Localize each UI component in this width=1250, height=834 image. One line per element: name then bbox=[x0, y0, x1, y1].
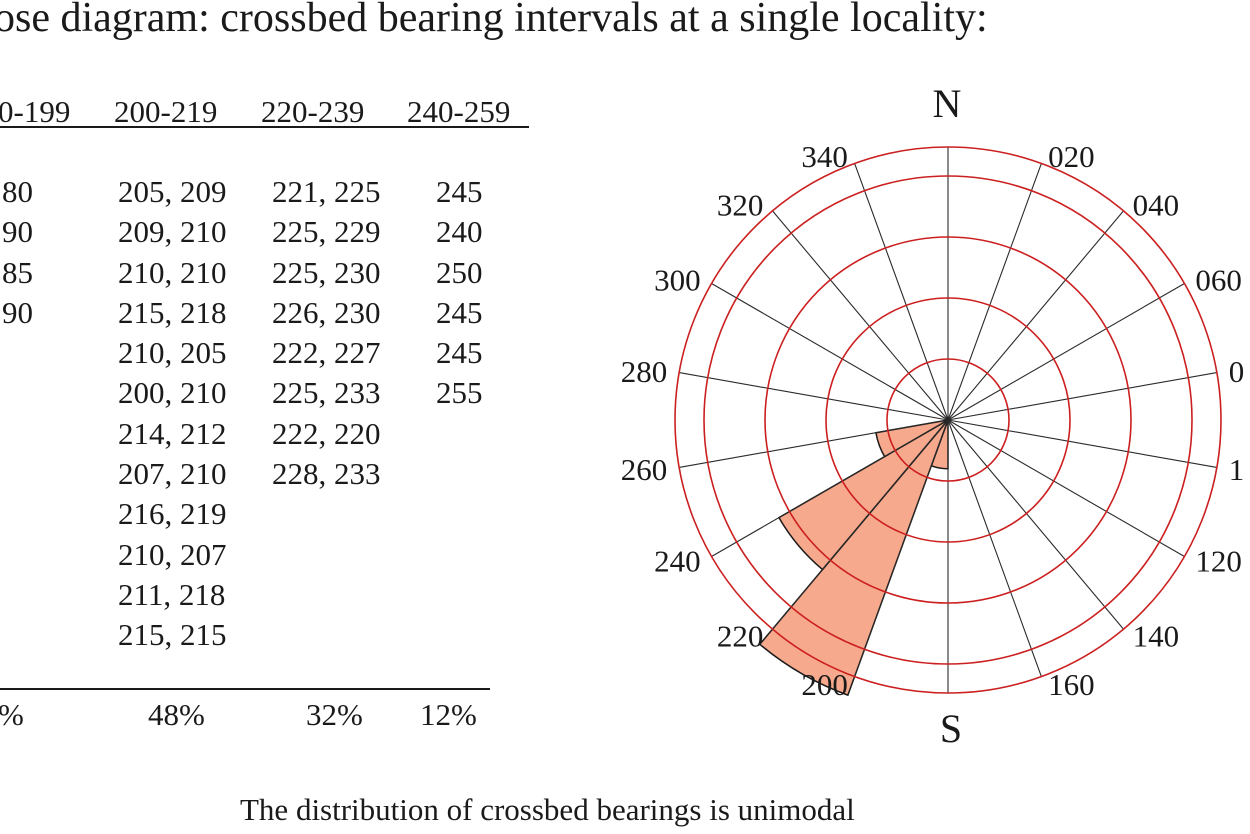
rose-spoke bbox=[947, 210, 1124, 421]
table-cell: 90 bbox=[2, 214, 33, 250]
table-cell: 240 bbox=[436, 214, 483, 250]
table-cell: 215, 218 bbox=[118, 294, 227, 330]
rose-rings bbox=[674, 146, 1222, 694]
bearing-label: 220 bbox=[717, 618, 764, 653]
table-header-220-239: 220-239 bbox=[261, 94, 365, 129]
bearing-label: 0 bbox=[1229, 354, 1245, 389]
table-cell: 226, 230 bbox=[272, 294, 381, 330]
table-cell: 225, 229 bbox=[272, 214, 381, 250]
table-cell: 255 bbox=[436, 375, 483, 411]
table-cell: 245 bbox=[436, 335, 483, 371]
rose-spoke bbox=[854, 419, 949, 677]
rose-spoke bbox=[947, 419, 1185, 557]
rose-spoke bbox=[772, 419, 949, 630]
bearing-label: 300 bbox=[654, 263, 701, 298]
table-cell: 211, 218 bbox=[118, 576, 226, 612]
rose-petal bbox=[758, 419, 949, 697]
header-rule bbox=[0, 126, 529, 128]
table-cell: 205, 209 bbox=[118, 174, 227, 209]
table-cell: 245 bbox=[436, 294, 483, 330]
south-label: S bbox=[940, 706, 962, 751]
table-cell: 222, 227 bbox=[272, 335, 381, 371]
table-cell: 221, 225 bbox=[272, 174, 381, 209]
table-cell: 216, 219 bbox=[118, 496, 227, 532]
rose-spoke bbox=[947, 163, 1042, 421]
bearing-label: 160 bbox=[1048, 667, 1095, 702]
bearing-label: 260 bbox=[621, 452, 668, 487]
footer-rule bbox=[0, 688, 490, 690]
bearing-label: 280 bbox=[621, 354, 668, 389]
column-240-259: 245 240 250 245 245 255 bbox=[436, 172, 483, 414]
rose-ring bbox=[825, 297, 1071, 543]
table-cell: 210, 205 bbox=[118, 335, 227, 371]
rose-spoke bbox=[947, 419, 1124, 630]
table-cell: 250 bbox=[436, 254, 483, 290]
table-cell: 210, 210 bbox=[118, 254, 227, 290]
table-header-240-259: 240-259 bbox=[407, 94, 511, 129]
table-cell: 210, 207 bbox=[118, 536, 227, 572]
caption: The distribution of crossbed bearings is… bbox=[240, 792, 855, 827]
percent-220-239: 32% bbox=[306, 697, 363, 732]
bearing-label: 320 bbox=[717, 188, 764, 223]
table-cell: 228, 233 bbox=[272, 456, 381, 492]
rose-spoke bbox=[947, 372, 1217, 421]
bearing-label: 140 bbox=[1133, 618, 1180, 653]
table-cell: 209, 210 bbox=[118, 214, 227, 250]
bearing-label: 060 bbox=[1195, 263, 1242, 298]
rose-ring bbox=[764, 236, 1132, 604]
table-cell: 207, 210 bbox=[118, 456, 227, 492]
table-header-200-219: 200-219 bbox=[114, 94, 218, 129]
table-cell: 245 bbox=[436, 174, 483, 209]
column-200-219: 205, 209 209, 210 210, 210 215, 218 210,… bbox=[118, 172, 227, 656]
rose-spoke bbox=[947, 419, 1217, 468]
rose-ring bbox=[674, 146, 1222, 694]
percent-240-259: 12% bbox=[420, 697, 477, 732]
rose-spoke bbox=[947, 419, 1042, 677]
table-cell: 85 bbox=[2, 254, 33, 290]
rose-spoke bbox=[711, 283, 949, 421]
table-header-180-199: 0-199 bbox=[0, 94, 71, 129]
bearing-label: 040 bbox=[1133, 188, 1180, 223]
rose-ring bbox=[703, 175, 1193, 665]
rose-spoke bbox=[679, 419, 949, 468]
bearing-label: 340 bbox=[801, 139, 848, 174]
north-label: N bbox=[933, 81, 962, 126]
rose-petals bbox=[758, 419, 949, 697]
column-180-199: 80 90 85 90 bbox=[2, 172, 33, 333]
bearing-label: 020 bbox=[1048, 139, 1095, 174]
rose-spoke bbox=[854, 163, 949, 421]
table-cell: 215, 215 bbox=[118, 617, 227, 653]
rose-ring bbox=[886, 358, 1010, 482]
table-cell: 225, 230 bbox=[272, 254, 381, 290]
rose-spokes bbox=[679, 147, 1217, 693]
rose-spoke bbox=[711, 419, 949, 557]
bearing-label: 1 bbox=[1229, 452, 1245, 487]
percent-200-219: 48% bbox=[148, 697, 205, 732]
table-cell: 200, 210 bbox=[118, 375, 227, 411]
rose-spoke bbox=[772, 210, 949, 421]
table-cell: 222, 220 bbox=[272, 415, 381, 451]
percent-180-199: % bbox=[0, 697, 24, 732]
rose-spoke bbox=[947, 283, 1185, 421]
bearing-label: 200 bbox=[801, 667, 848, 702]
rose-bearing-labels: 020 040 060 0 1 120 140 160 200 220 240 260 280 300 32… bbox=[621, 139, 1244, 702]
bearing-label: 240 bbox=[654, 544, 701, 579]
page-title: ose diagram: crossbed bearing intervals … bbox=[0, 0, 988, 41]
table-cell: 225, 233 bbox=[272, 375, 381, 411]
table-cell: 214, 212 bbox=[118, 415, 227, 451]
table-cell: 90 bbox=[2, 294, 33, 330]
rose-spoke bbox=[679, 372, 949, 421]
table-cell: 80 bbox=[2, 174, 33, 209]
column-220-239: 221, 225 225, 229 225, 230 226, 230 222,… bbox=[272, 172, 381, 494]
bearing-label: 120 bbox=[1195, 544, 1242, 579]
